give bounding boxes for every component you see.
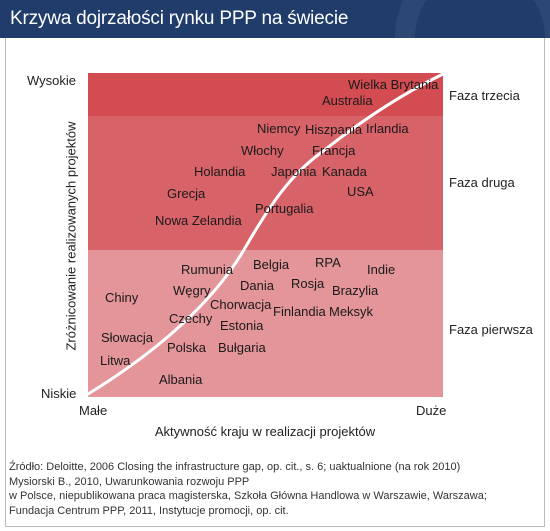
country-czechy: Czechy [169,311,213,326]
country-rosja: Rosja [291,276,325,291]
country-kanada: Kanada [322,164,367,179]
y-axis-title: Zróżnicowanie realizowanych projektów [63,121,79,351]
country-wielka-brytania: Wielka Brytania [348,77,439,92]
country-dania: Dania [240,278,274,293]
country-wlochy: Włochy [241,143,284,158]
country-chorwacja: Chorwacja [210,297,272,312]
source-line: Fundacja Centrum PPP, 2011, Instytucje p… [9,504,289,517]
country-polska: Polska [167,340,207,355]
source-line: Źródło: Deloitte, 2006 Closing the infra… [9,461,461,473]
country-meksyk: Meksyk [329,304,374,319]
country-brazylia: Brazylia [332,283,379,298]
source-note: Źródło: Deloitte, 2006 Closing the infra… [9,460,541,518]
x-axis-low-label: Małe [79,403,108,418]
phase-three-label: Faza trzecia [449,88,520,103]
country-chiny: Chiny [105,290,139,305]
country-japonia: Japonia [271,164,317,179]
country-estonia: Estonia [220,318,264,333]
country-indie: Indie [367,262,396,277]
y-axis-low-label: Niskie [41,386,77,401]
country-niemcy: Niemcy [257,121,301,136]
country-grecja: Grecja [167,186,206,201]
title-bar: Krzywa dojrzałości rynku PPP na świecie [0,0,550,38]
country-irlandia: Irlandia [366,121,409,136]
phase-two-label: Faza druga [449,175,515,190]
country-rumunia: Rumunia [181,262,234,277]
country-albania: Albania [159,372,203,387]
country-bulgaria: Bułgaria [218,340,266,355]
y-axis-high-label: Wysokie [27,73,77,88]
country-portugalia: Portugalia [255,201,314,216]
country-wegry: Węgry [173,283,211,298]
maturity-curve-line [86,72,445,396]
source-line: w Polsce, niepublikowana praca magisters… [9,490,487,502]
page-title: Krzywa dojrzałości rynku PPP na świecie [10,8,349,29]
diagram-frame [5,38,545,527]
x-axis-high-label: Duże [416,403,447,418]
country-rpa: RPA [315,255,341,270]
source-line: Mysiorski B., 2010, Uwarunkowania rozwoj… [9,475,250,488]
country-nowa-zelandia: Nowa Zelandia [155,213,242,228]
logo-watermark [395,0,550,38]
country-usa: USA [347,184,374,199]
country-holandia: Holandia [194,164,246,179]
phase-one-zone [88,250,443,397]
country-francja: Francja [312,143,356,158]
phase-two-zone [88,116,443,250]
country-finlandia: Finlandia [273,304,326,319]
country-slowacja: Słowacja [101,330,154,345]
country-litwa: Litwa [100,353,131,368]
country-hiszpania: Hiszpania [305,122,363,137]
country-belgia: Belgia [253,257,290,272]
x-axis-title: Aktywność kraju w realizacji projektów [154,424,376,439]
phase-one-label: Faza pierwsza [449,322,533,337]
country-australia: Australia [322,93,373,108]
